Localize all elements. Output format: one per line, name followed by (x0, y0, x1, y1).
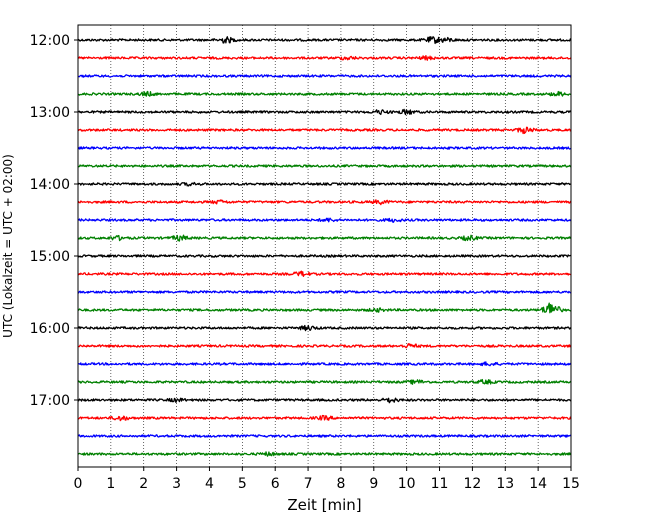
x-axis-ticks: 0 1 2 3 4 5 6 7 8 9 10 11 12 13 14 15 (74, 467, 580, 492)
x-tick-label: 1 (106, 476, 115, 492)
trace-line (77, 397, 572, 404)
x-tick-label: 0 (74, 476, 83, 492)
y-tick-label: 16:00 (30, 321, 70, 337)
x-tick-label: 2 (139, 476, 148, 492)
x-tick-label: 7 (304, 476, 313, 492)
trace-line (77, 361, 572, 367)
trace-line (77, 164, 572, 168)
trace-line (77, 181, 572, 187)
trace-line (77, 234, 572, 242)
trace-line (77, 146, 572, 150)
trace-line (77, 126, 572, 135)
x-tick-label: 11 (431, 476, 449, 492)
trace-line (77, 199, 572, 206)
trace-line (77, 55, 572, 61)
x-tick-label: 10 (398, 476, 416, 492)
plot-frame (77, 24, 572, 468)
trace-line (77, 270, 572, 278)
x-tick-label: 5 (238, 476, 247, 492)
x-tick-label: 14 (529, 476, 547, 492)
y-tick-label: 14:00 (30, 177, 70, 193)
trace-line (77, 217, 572, 223)
trace-line (77, 90, 572, 97)
trace-line (77, 324, 572, 332)
trace-line (77, 108, 572, 116)
trace-line (77, 36, 572, 45)
y-tick-label: 17:00 (30, 393, 70, 409)
trace-line (77, 434, 572, 438)
x-tick-label: 3 (172, 476, 181, 492)
trace-line (77, 290, 572, 294)
trace-line (77, 451, 572, 457)
y-axis-ticks: 12:00 13:00 14:00 15:00 16:00 17:00 (30, 33, 78, 409)
y-tick-label: 12:00 (30, 33, 70, 49)
y-tick-label: 13:00 (30, 105, 70, 121)
trace-line (77, 343, 572, 349)
trace-line (77, 414, 572, 422)
x-tick-label: 15 (562, 476, 580, 492)
x-tick-label: 12 (463, 476, 481, 492)
trace-line (77, 74, 572, 78)
trace-line (77, 254, 572, 258)
x-tick-label: 9 (369, 476, 378, 492)
y-axis-label: UTC (Lokalzeit = UTC + 02:00) (1, 154, 15, 338)
y-tick-label: 15:00 (30, 249, 70, 265)
trace-line (78, 302, 572, 314)
x-tick-label: 6 (271, 476, 280, 492)
trace-series (77, 36, 572, 457)
trace-line (77, 378, 572, 385)
x-tick-label: 4 (205, 476, 214, 492)
x-tick-label: 13 (496, 476, 514, 492)
x-axis-label: Zeit [min] (287, 496, 361, 514)
x-tick-label: 8 (336, 476, 345, 492)
